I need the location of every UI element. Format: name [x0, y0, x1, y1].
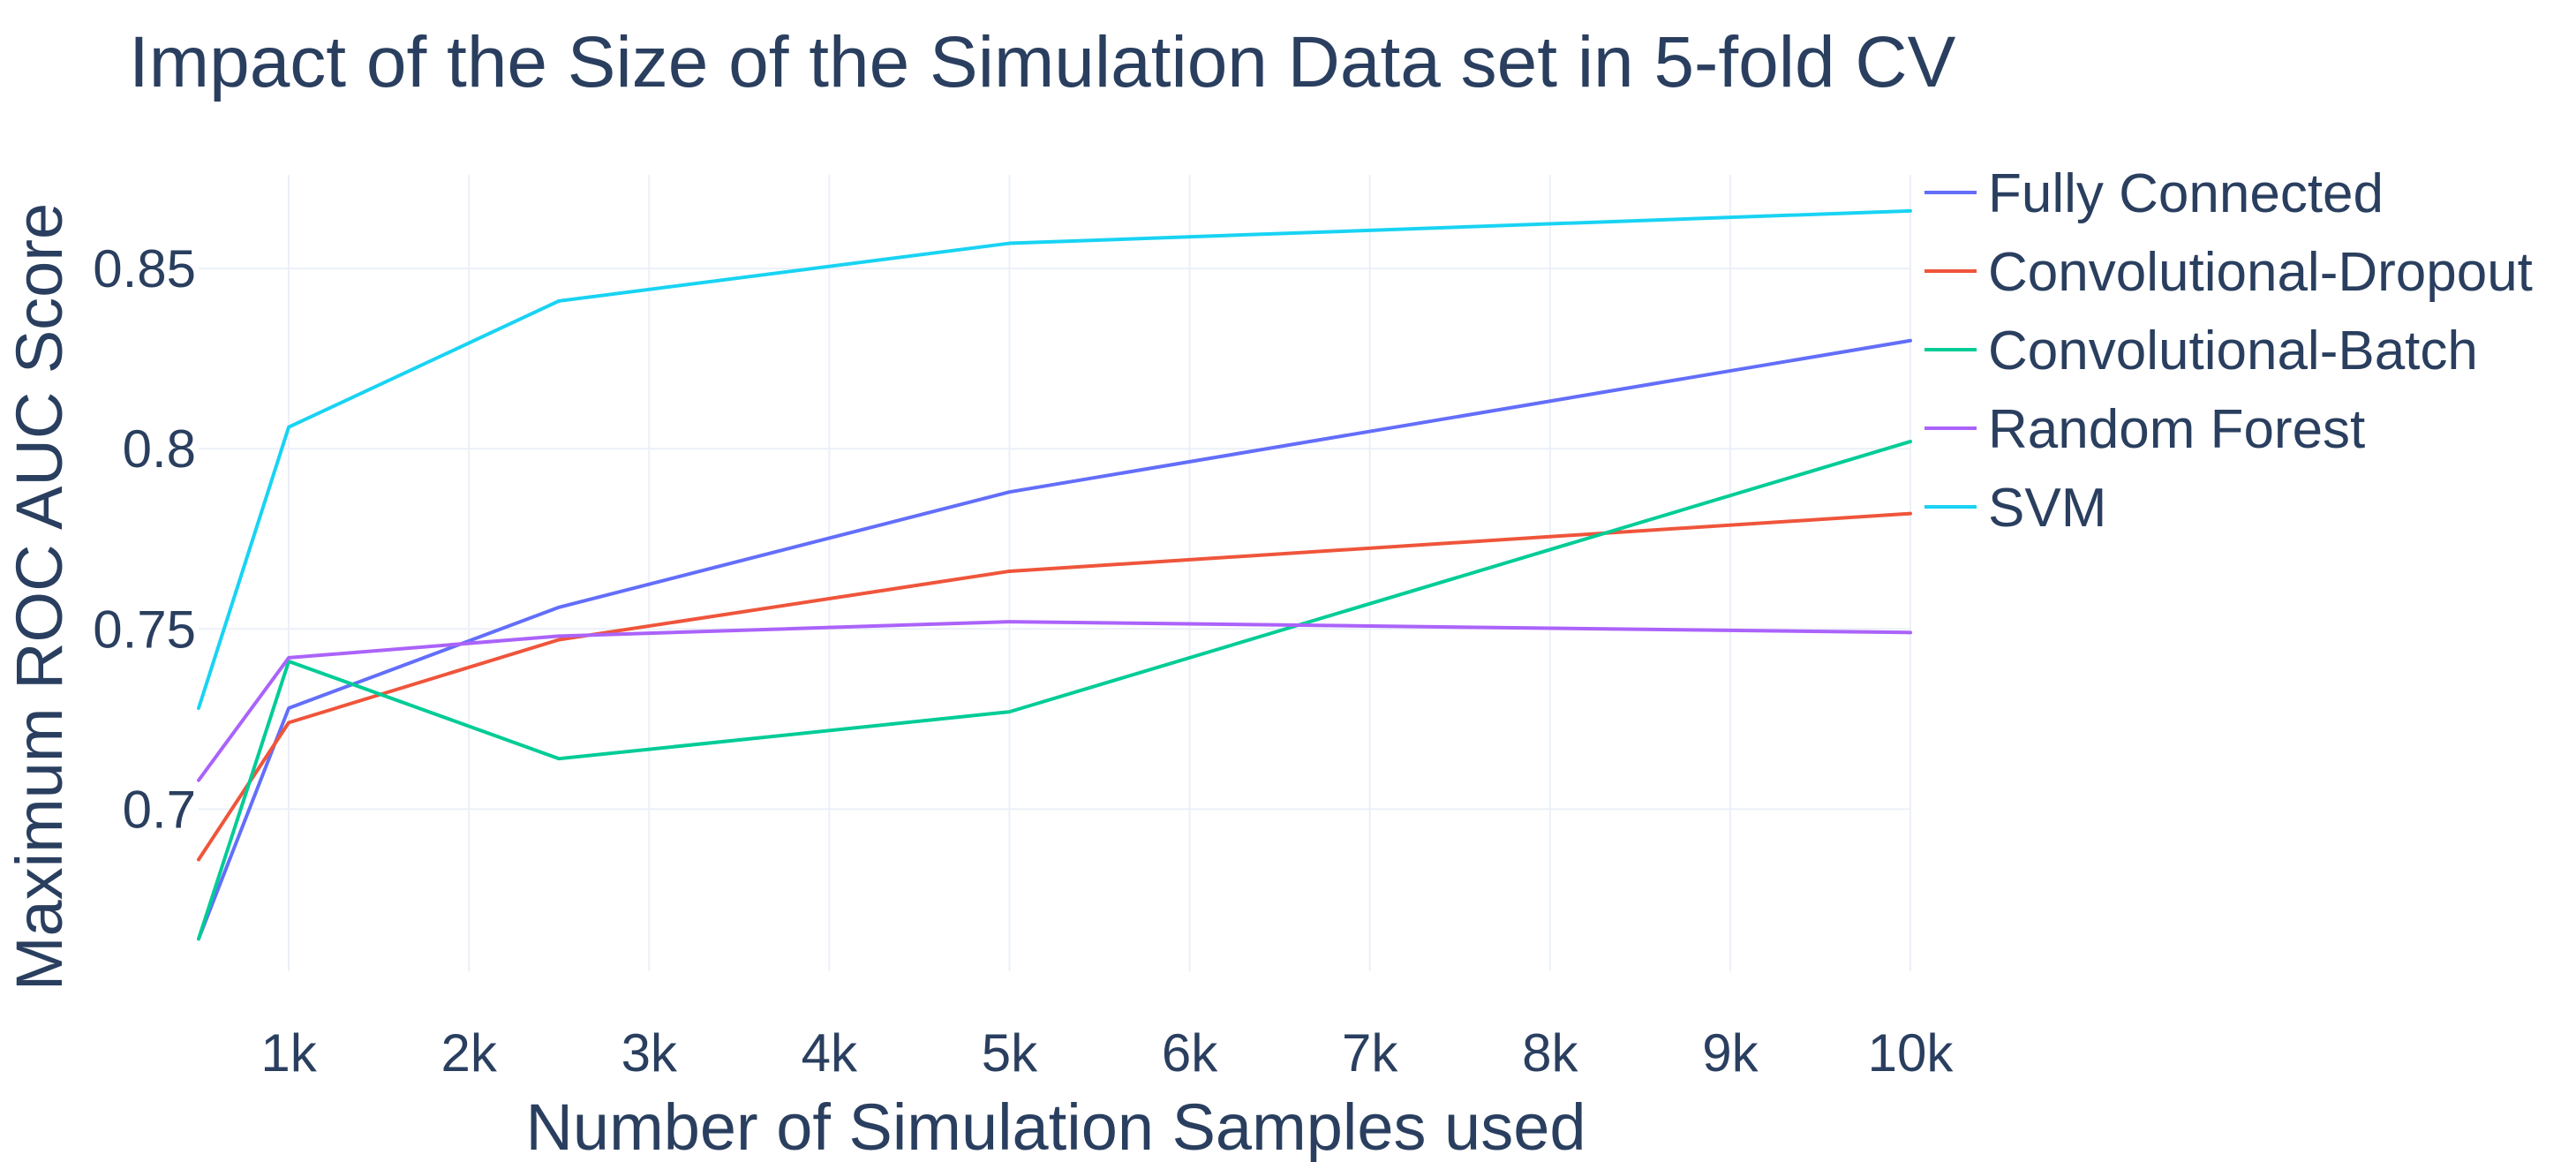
x-tick-label: 3k	[621, 1023, 678, 1083]
legend: Fully Connected Convolutional-Dropout Conv…	[1924, 163, 2533, 539]
y-tick-label: 0.85	[93, 239, 196, 298]
legend-item-fully-connected[interactable]: Fully Connected	[1924, 163, 2384, 224]
x-tick-label: 10k	[1868, 1023, 1955, 1083]
series-line-convolutional-batch	[197, 440, 1912, 941]
chart-title: Impact of the Size of the Simulation Dat…	[129, 22, 1956, 102]
legend-item-convolutional-batch[interactable]: Convolutional-Batch	[1924, 321, 2478, 381]
legend-label: Random Forest	[1988, 399, 2365, 460]
x-gridlines	[288, 175, 1911, 971]
series-lines	[197, 208, 1912, 941]
x-tick-label: 4k	[802, 1023, 858, 1083]
series-line-convolutional-dropout	[197, 511, 1912, 862]
x-axis-title: Number of Simulation Samples used	[525, 1090, 1586, 1162]
y-tick-label: 0.8	[123, 419, 196, 479]
series-line-fully-connected	[197, 338, 1912, 941]
x-tick-label: 1k	[260, 1023, 317, 1083]
x-tick-label: 6k	[1162, 1023, 1218, 1083]
x-tick-label: 9k	[1702, 1023, 1759, 1083]
y-tick-label: 0.75	[93, 600, 196, 659]
x-tick-label: 8k	[1522, 1023, 1578, 1083]
y-tick-labels: 0.7 0.75 0.8 0.85	[93, 239, 196, 839]
x-tick-label: 2k	[441, 1023, 497, 1083]
series-line-random-forest	[197, 620, 1912, 782]
x-tick-labels: 1k 2k 3k 4k 5k 6k 7k 8k 9k 10k	[260, 1023, 1954, 1083]
legend-label: Convolutional-Batch	[1988, 321, 2478, 381]
legend-item-random-forest[interactable]: Random Forest	[1924, 399, 2365, 460]
series-line-svm	[197, 208, 1912, 711]
x-tick-label: 7k	[1342, 1023, 1398, 1083]
x-tick-label: 5k	[982, 1023, 1038, 1083]
legend-label: Fully Connected	[1988, 163, 2384, 224]
legend-item-svm[interactable]: SVM	[1924, 478, 2106, 539]
legend-label: SVM	[1988, 478, 2106, 539]
legend-item-convolutional-dropout[interactable]: Convolutional-Dropout	[1924, 242, 2533, 303]
y-axis-title: Maximum ROC AUC Score	[3, 203, 76, 991]
y-tick-label: 0.7	[123, 780, 196, 839]
legend-label: Convolutional-Dropout	[1988, 242, 2533, 303]
